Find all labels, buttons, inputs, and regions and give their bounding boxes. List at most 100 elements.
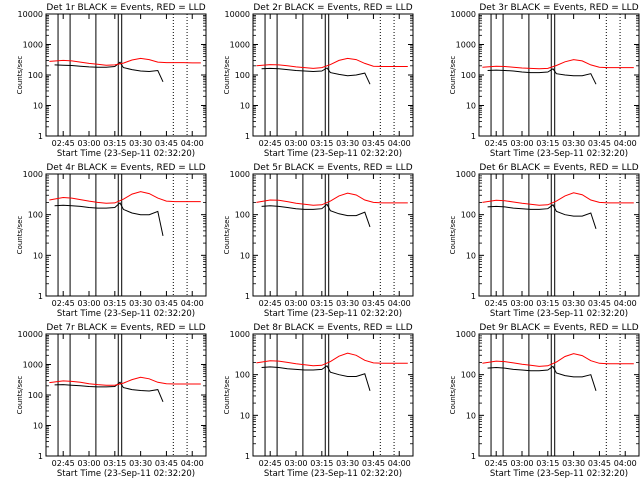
events-series-line <box>261 365 371 391</box>
lld-series-line <box>49 191 201 204</box>
x-tick-label: 04:00 <box>614 139 637 148</box>
x-tick-label: 03:15 <box>536 139 559 148</box>
chart-title: Det 6r BLACK = Events, RED = LLD <box>479 163 638 173</box>
y-tick-label: 1000 <box>230 170 250 179</box>
lld-series-line <box>482 59 634 70</box>
x-tick-label: 04:00 <box>614 299 637 308</box>
y-tick-label: 10 <box>466 411 476 420</box>
chart-title: Det 9r BLACK = Events, RED = LLD <box>479 323 638 333</box>
lld-series-line <box>256 57 408 69</box>
x-tick-label: 03:45 <box>362 459 385 468</box>
plot-frame <box>252 173 414 297</box>
y-tick-label: 1000 <box>456 330 476 339</box>
plot-frame <box>252 333 414 457</box>
events-series-line <box>54 202 164 237</box>
y-tick-label: 100 <box>28 391 43 400</box>
x-tick-label: 03:15 <box>103 459 126 468</box>
events-series-line <box>54 61 164 83</box>
y-tick-label: 1 <box>471 452 476 461</box>
x-tick-label: 03:30 <box>562 299 585 308</box>
x-tick-label: 02:45 <box>485 299 508 308</box>
x-tick-label: 03:30 <box>129 459 152 468</box>
lld-series-line <box>256 352 408 367</box>
x-tick-label: 03:00 <box>284 139 307 148</box>
y-tick-label: 1 <box>38 452 43 461</box>
x-tick-label: 02:45 <box>52 139 75 148</box>
x-axis-label: Start Time (23-Sep-11 02:32:20) <box>490 469 628 479</box>
y-tick-label: 100 <box>28 71 43 80</box>
lld-series-line <box>482 192 634 206</box>
y-tick-label: 1000 <box>456 170 476 179</box>
y-tick-label: 1 <box>471 292 476 301</box>
x-tick-label: 04:00 <box>388 299 411 308</box>
y-tick-label: 10 <box>33 422 43 431</box>
y-tick-label: 1000 <box>230 41 250 50</box>
y-tick-label: 10000 <box>451 10 476 19</box>
lld-series-line <box>482 353 634 367</box>
x-tick-label: 03:30 <box>562 459 585 468</box>
x-tick-label: 03:00 <box>284 459 307 468</box>
plot-frame <box>478 333 640 457</box>
chart-title: Det 1r BLACK = Events, RED = LLD <box>46 3 205 13</box>
x-axis-label: Start Time (23-Sep-11 02:32:20) <box>490 309 628 319</box>
x-tick-label: 02:45 <box>485 459 508 468</box>
y-tick-label: 10000 <box>225 10 250 19</box>
x-tick-label: 03:00 <box>510 299 533 308</box>
x-tick-label: 03:00 <box>510 459 533 468</box>
x-tick-label: 02:45 <box>485 139 508 148</box>
y-tick-label: 10 <box>240 251 250 260</box>
x-tick-label: 03:15 <box>310 459 333 468</box>
events-series-line <box>487 68 597 85</box>
x-tick-label: 03:30 <box>336 299 359 308</box>
y-tick-label: 100 <box>461 211 476 220</box>
y-tick-label: 100 <box>461 71 476 80</box>
x-tick-label: 02:45 <box>52 299 75 308</box>
y-tick-label: 1000 <box>23 41 43 50</box>
x-axis-label: Start Time (23-Sep-11 02:32:20) <box>264 469 402 479</box>
x-tick-label: 03:15 <box>310 299 333 308</box>
x-tick-label: 03:45 <box>362 299 385 308</box>
events-series-line <box>487 204 597 229</box>
plot-frame <box>45 173 207 297</box>
x-tick-label: 03:30 <box>336 139 359 148</box>
chart-title: Det 8r BLACK = Events, RED = LLD <box>253 323 412 333</box>
x-axis-label: Start Time (23-Sep-11 02:32:20) <box>490 149 628 159</box>
y-tick-label: 1 <box>245 132 250 141</box>
x-tick-label: 03:45 <box>155 459 178 468</box>
y-axis-label: Counts/sec <box>223 56 231 95</box>
x-tick-label: 03:00 <box>77 459 100 468</box>
y-tick-label: 100 <box>461 371 476 380</box>
chart-title: Det 7r BLACK = Events, RED = LLD <box>46 323 205 333</box>
x-tick-label: 03:15 <box>536 299 559 308</box>
y-tick-label: 10 <box>466 251 476 260</box>
y-tick-label: 10 <box>466 102 476 111</box>
y-axis-label: Counts/sec <box>223 216 231 255</box>
y-tick-label: 1 <box>38 132 43 141</box>
y-tick-label: 1000 <box>230 330 250 339</box>
x-axis-label: Start Time (23-Sep-11 02:32:20) <box>57 469 195 479</box>
y-tick-label: 1 <box>245 292 250 301</box>
x-axis-label: Start Time (23-Sep-11 02:32:20) <box>57 149 195 159</box>
y-tick-label: 10 <box>240 411 250 420</box>
events-series-line <box>487 365 597 391</box>
x-tick-label: 03:00 <box>77 299 100 308</box>
x-tick-label: 02:45 <box>52 459 75 468</box>
y-axis-label: Counts/sec <box>449 56 457 95</box>
x-tick-label: 03:45 <box>588 139 611 148</box>
events-series-line <box>261 203 371 228</box>
x-tick-label: 03:15 <box>103 139 126 148</box>
y-axis-label: Counts/sec <box>16 56 24 95</box>
x-tick-label: 03:30 <box>129 139 152 148</box>
y-tick-label: 1 <box>245 452 250 461</box>
x-tick-label: 03:30 <box>562 139 585 148</box>
x-tick-label: 04:00 <box>388 459 411 468</box>
y-tick-label: 1 <box>471 132 476 141</box>
y-tick-label: 1000 <box>23 170 43 179</box>
lld-series-line <box>256 192 408 206</box>
y-tick-label: 10000 <box>18 10 43 19</box>
y-axis-label: Counts/sec <box>16 376 24 415</box>
x-tick-label: 03:45 <box>588 299 611 308</box>
lld-series-line <box>49 57 201 66</box>
